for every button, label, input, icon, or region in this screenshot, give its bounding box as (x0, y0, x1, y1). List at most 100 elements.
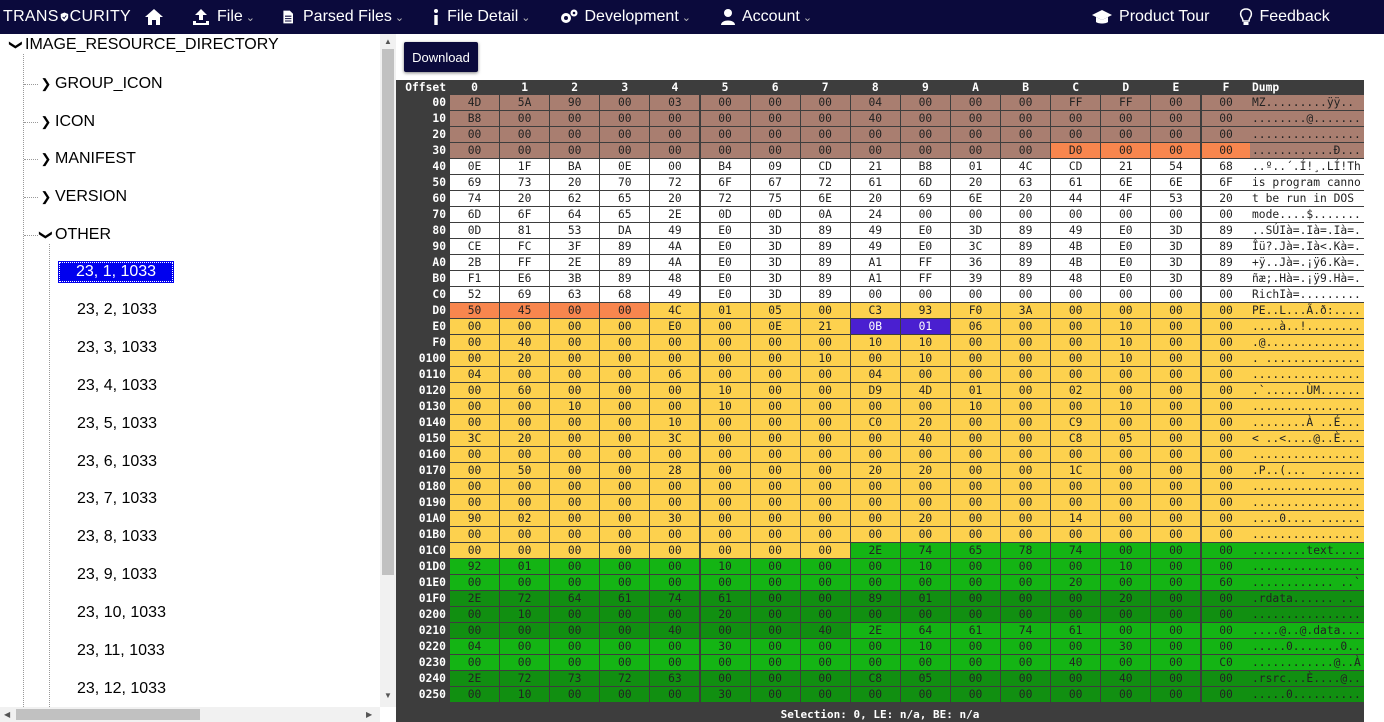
hex-byte[interactable]: 00 (800, 111, 850, 126)
hex-byte[interactable]: 00 (1051, 591, 1101, 606)
hex-byte[interactable]: 40 (850, 111, 900, 126)
hex-byte[interactable]: 65 (951, 543, 1000, 558)
hex-byte[interactable]: CD (800, 159, 850, 174)
hex-byte[interactable]: 89 (1001, 223, 1051, 238)
hex-byte[interactable]: 00 (600, 511, 650, 526)
hex-byte[interactable]: 00 (900, 111, 950, 126)
tree-node-icon[interactable]: ❯ ICON (39, 110, 95, 134)
hex-byte[interactable]: 6E (800, 191, 850, 206)
hex-byte[interactable]: 00 (951, 95, 1000, 110)
hex-byte[interactable]: 00 (550, 495, 600, 510)
hex-byte[interactable]: 0D (450, 223, 499, 238)
hex-byte[interactable]: 00 (900, 207, 950, 222)
hex-byte[interactable]: 00 (1001, 639, 1051, 654)
tree-leaf[interactable]: 23, 2, 1033 (58, 298, 157, 322)
hex-byte[interactable]: 00 (1201, 431, 1251, 446)
hex-byte[interactable]: 6F (700, 175, 750, 190)
hex-byte[interactable]: CE (450, 239, 499, 254)
hex-byte[interactable]: 00 (1201, 591, 1251, 606)
ascii-dump[interactable]: ........text.... (1250, 543, 1364, 558)
hex-byte[interactable]: 53 (1151, 191, 1201, 206)
hex-byte[interactable]: 00 (1001, 527, 1051, 542)
hex-byte[interactable]: 5A (500, 95, 550, 110)
hex-byte[interactable]: 06 (650, 367, 700, 382)
hex-byte[interactable]: 00 (1051, 687, 1101, 702)
hex-byte[interactable]: 00 (850, 399, 900, 414)
hex-byte[interactable]: 00 (1051, 303, 1101, 318)
hex-byte[interactable]: 00 (800, 559, 850, 574)
hex-byte[interactable]: 63 (550, 287, 600, 302)
hex-byte[interactable]: 00 (1001, 335, 1051, 350)
hex-byte[interactable]: 00 (450, 399, 499, 414)
hex-byte[interactable]: 49 (650, 223, 700, 238)
hex-byte[interactable]: 00 (800, 639, 850, 654)
hex-byte[interactable]: 00 (750, 479, 800, 494)
hex-byte[interactable]: 00 (700, 367, 750, 382)
hex-byte[interactable]: 00 (1151, 415, 1201, 430)
ascii-dump[interactable]: ........À ..É... (1250, 415, 1364, 430)
hex-byte[interactable]: 89 (1201, 239, 1251, 254)
hex-byte[interactable]: E0 (1101, 239, 1151, 254)
hex-byte[interactable]: 00 (800, 367, 850, 382)
hex-byte[interactable]: 02 (500, 511, 550, 526)
hex-byte[interactable]: 00 (750, 127, 800, 142)
hex-byte[interactable]: 00 (650, 447, 700, 462)
hex-byte[interactable]: 00 (1001, 447, 1051, 462)
hex-byte[interactable]: 39 (951, 271, 1000, 286)
hex-byte[interactable]: 40 (650, 623, 700, 638)
hex-byte[interactable]: 00 (550, 111, 600, 126)
main-scrollbar[interactable] (1364, 34, 1384, 722)
hex-byte[interactable]: 2E (450, 591, 499, 606)
hex-byte[interactable]: 00 (1001, 415, 1051, 430)
hex-byte[interactable]: 00 (500, 639, 550, 654)
hex-byte[interactable]: 72 (700, 191, 750, 206)
download-button[interactable]: Download (404, 42, 478, 72)
hex-byte[interactable]: 00 (800, 143, 850, 158)
hex-byte[interactable]: 00 (800, 399, 850, 414)
hex-byte[interactable]: 53 (550, 223, 600, 238)
hex-byte[interactable]: 4D (900, 383, 950, 398)
hex-byte[interactable]: FC (500, 239, 550, 254)
hex-byte[interactable]: 00 (850, 639, 900, 654)
hex-byte[interactable]: 00 (450, 335, 499, 350)
hex-byte[interactable]: 00 (600, 639, 650, 654)
hex-byte[interactable]: 00 (450, 447, 499, 462)
hex-byte[interactable]: 00 (550, 575, 600, 590)
hex-byte[interactable]: 00 (800, 335, 850, 350)
hex-byte[interactable]: 03 (650, 95, 700, 110)
hex-byte[interactable]: 00 (1201, 415, 1251, 430)
hex-byte[interactable]: 89 (800, 271, 850, 286)
tree-leaf[interactable]: 23, 10, 1033 (58, 601, 166, 625)
hex-byte[interactable]: 49 (1051, 223, 1101, 238)
hex-byte[interactable]: 00 (700, 319, 750, 334)
hex-byte[interactable]: 00 (750, 639, 800, 654)
hex-byte[interactable]: 10 (800, 351, 850, 366)
hex-byte[interactable]: 10 (650, 415, 700, 430)
hex-byte[interactable]: 00 (700, 335, 750, 350)
hex-byte[interactable]: 00 (800, 607, 850, 622)
hex-byte[interactable]: 10 (1101, 335, 1151, 350)
hex-byte[interactable]: 20 (500, 351, 550, 366)
hex-byte[interactable]: 49 (850, 239, 900, 254)
tree-leaf[interactable]: 23, 3, 1033 (58, 336, 157, 360)
hex-byte[interactable]: 00 (750, 575, 800, 590)
hex-byte[interactable]: DA (600, 223, 650, 238)
hex-byte[interactable]: 4B (1051, 239, 1101, 254)
hex-byte[interactable]: 61 (850, 175, 900, 190)
hex-byte[interactable]: 00 (550, 623, 600, 638)
ascii-dump[interactable]: ................ (1250, 479, 1364, 494)
hex-byte[interactable]: E0 (650, 319, 700, 334)
hex-byte[interactable]: 00 (800, 447, 850, 462)
hex-byte[interactable]: FF (900, 271, 950, 286)
hex-byte[interactable]: 72 (800, 175, 850, 190)
hex-byte[interactable]: 00 (1051, 495, 1101, 510)
scroll-up-icon[interactable]: ▲ (384, 37, 392, 46)
hex-byte[interactable]: 00 (550, 511, 600, 526)
hex-byte[interactable]: 00 (1001, 559, 1051, 574)
hex-byte[interactable]: 00 (700, 415, 750, 430)
ascii-dump[interactable]: ........@....... (1250, 111, 1364, 126)
hex-byte[interactable]: 00 (650, 607, 700, 622)
hex-byte[interactable]: 65 (600, 207, 650, 222)
hex-byte[interactable]: 00 (600, 655, 650, 670)
